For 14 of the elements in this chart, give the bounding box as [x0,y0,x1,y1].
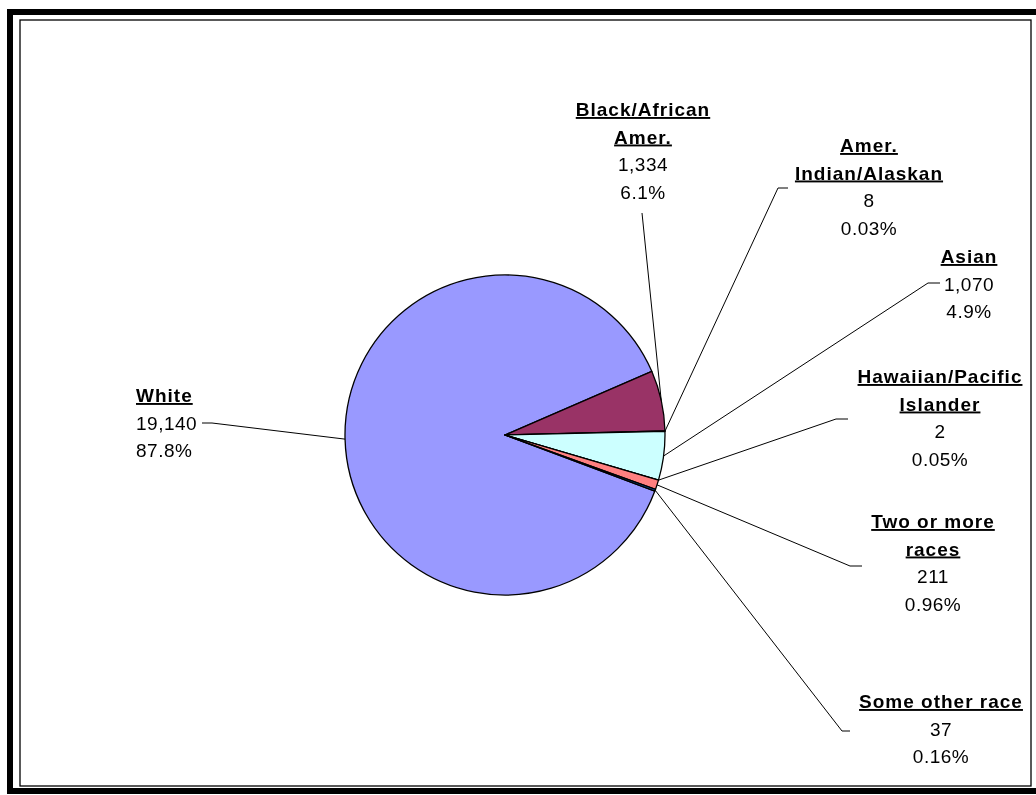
slice-label: Two or more races [871,511,995,560]
data-label: 1,334 6.1% [617,154,669,203]
data-label: 1,070 4.9% [943,273,995,322]
slice-label: Some other race [859,691,1023,712]
data-label: 211 0.96% [904,566,962,615]
data-label: 37 0.16% [912,718,970,767]
data-label: 2 0.05% [911,421,969,470]
slice-label: White [136,385,193,406]
data-label: 19,140 87.8% [136,412,198,461]
slice-label: Black/African Amer. [575,99,711,148]
data-label: 8 0.03% [840,190,898,239]
slice-label: Amer. Indian/Alaskan [794,135,944,184]
slice-label: Hawaiian/Pacific Islander [857,366,1023,415]
slice-label: Asian [940,246,998,267]
